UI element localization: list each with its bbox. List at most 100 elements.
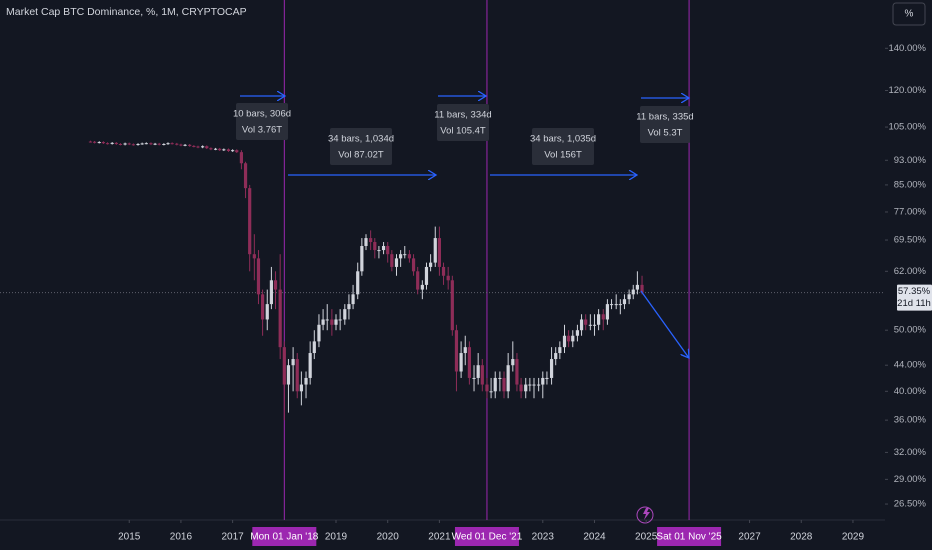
candle-body [351,294,355,305]
candle-body [97,142,101,144]
x-tick-label: 2019 [325,532,348,543]
candle-body [114,142,118,144]
scale-button-label[interactable]: % [905,9,914,20]
scale-button[interactable] [892,2,926,26]
candle-body [618,304,622,306]
candle-body [162,143,166,145]
measure-box: 11 bars, 335d Vol 5.3T [636,106,694,143]
measure-bars: 11 bars, 334d [434,110,491,121]
x-tick-label: 2021 [428,532,451,543]
candle-body [528,384,532,386]
candle-body [347,304,351,310]
measure-vol: Vol 156T [544,150,582,161]
candle-body [627,294,631,300]
measure-box: 34 bars, 1,034d Vol 87.02T [328,128,394,165]
y-tick-label: 93.00% [894,155,927,166]
y-tick-label: 36.00% [894,415,927,426]
measure-box: 11 bars, 334d Vol 105.4T [434,104,492,141]
candle-body [386,246,390,255]
y-tick-label: 85.00% [894,179,927,190]
candle-body [243,163,248,189]
event-icon[interactable] [643,508,650,520]
candle-body [532,384,536,386]
candle-body [373,242,377,251]
x-tick-label: 2027 [738,532,761,543]
candle-body [429,262,433,267]
measure-bars: 34 bars, 1,034d [328,134,394,145]
x-tick-label: 2028 [790,532,813,543]
x-tick-label: 2016 [170,532,193,543]
candle-body [485,384,489,392]
marker-label-box [252,527,317,546]
candle-body [416,271,420,290]
candle-body [144,143,148,145]
measure-box: 34 bars, 1,035d Vol 156T [530,128,596,165]
event-icon-ring[interactable] [636,506,654,524]
candle-body [631,289,635,295]
y-tick-label: 29.00% [894,474,927,485]
candle-body [338,319,342,321]
candle-body [273,280,278,290]
candle-body [179,144,183,146]
candle-body [433,238,437,263]
candle-body [502,377,506,392]
candle-body [454,330,459,372]
candle-body [506,365,510,392]
candle-body [231,150,235,152]
candle-body [463,347,467,354]
measure-box: 10 bars, 306d Vol 3.76T [233,103,291,140]
candle-body [312,341,316,354]
candle-body [519,384,523,392]
candle-body [450,280,454,331]
candle-body [369,238,373,243]
candle-body [614,304,618,306]
candle-body [420,284,424,290]
candle-body [149,143,153,145]
y-tick-label: 120.00% [888,85,926,96]
candle-body [196,146,200,148]
candle-body [399,254,403,259]
candle-body [291,359,295,366]
candle-body [265,304,269,320]
candle-body [321,319,325,325]
y-tick-label: 50.00% [894,325,927,336]
candle-body [558,347,562,354]
candle-body [472,377,476,379]
candle-body [441,266,446,276]
measure-bars: 11 bars, 335d [636,112,693,123]
candle-body [222,149,226,151]
chart-title: Market Cap BTC Dominance, %, 1M, CRYPTOC… [6,6,247,18]
measure-vol: Vol 87.02T [338,150,384,161]
candle-body [110,142,114,144]
candle-body [609,304,614,306]
candle-body [286,365,291,385]
candle-body [330,319,334,325]
candle-body [123,143,127,145]
x-tick-label: 2029 [842,532,865,543]
candle-body [541,377,545,385]
marker-label-box [657,527,722,546]
candle-body [562,335,567,348]
candle-body [183,144,187,146]
candle-body [549,359,554,378]
candle-body [403,254,407,256]
projection-arrow [640,290,689,358]
marker-label: Wed 01 Dec '21 [452,532,523,543]
candle-body [308,353,312,378]
candle-body [295,359,299,392]
candle-body [282,347,286,385]
candle-body [205,146,209,149]
candle-body [467,347,471,378]
candle-body [446,275,450,281]
candle-body [136,143,140,145]
candle-body [622,299,627,305]
y-tick-label: 105.00% [888,122,926,133]
marker-label: Mon 01 Jan '18 [250,532,319,543]
candle-body [325,319,329,321]
x-tick-label: 2023 [532,532,555,543]
candle-body [584,319,588,325]
candle-body [640,284,644,293]
candle-body [575,330,580,336]
candle-body [411,258,416,272]
x-tick-label: 2020 [377,532,400,543]
